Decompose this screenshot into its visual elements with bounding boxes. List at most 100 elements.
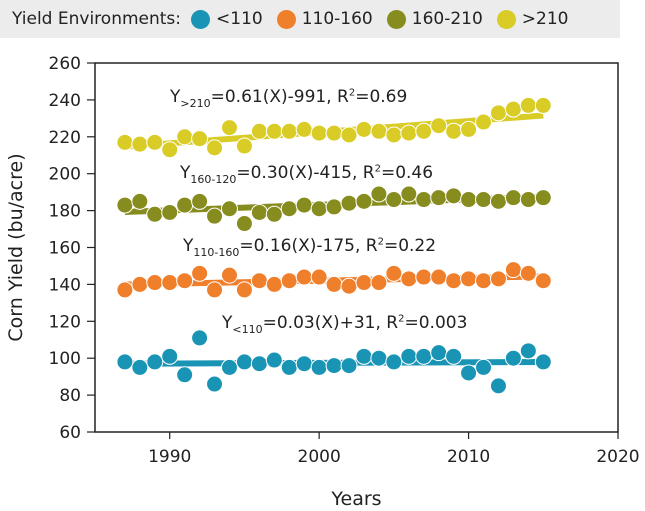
data-point-1 <box>475 272 493 290</box>
data-point-0 <box>250 355 268 373</box>
data-point-2 <box>504 189 522 207</box>
data-point-3 <box>460 120 478 138</box>
data-point-2 <box>519 191 537 209</box>
data-point-0 <box>265 351 283 369</box>
y-tick-label: 120 <box>49 312 81 332</box>
x-tick-label: 1990 <box>148 447 191 467</box>
data-point-3 <box>265 122 283 140</box>
data-point-1 <box>235 281 253 299</box>
data-point-3 <box>415 122 433 140</box>
data-point-3 <box>370 122 388 140</box>
data-point-2 <box>116 196 134 214</box>
x-axis-label: Years <box>330 488 381 510</box>
data-point-2 <box>295 196 313 214</box>
data-point-2 <box>400 185 418 203</box>
data-point-1 <box>460 270 478 288</box>
y-tick-label: 180 <box>49 202 81 222</box>
legend-swatch <box>496 9 516 29</box>
legend: Yield Environments: <110 110-160 160-210… <box>0 0 620 38</box>
data-point-0 <box>206 375 224 393</box>
y-tick-label: 160 <box>49 239 81 259</box>
data-point-1 <box>220 266 238 284</box>
data-point-1 <box>340 277 358 295</box>
data-point-3 <box>385 126 403 144</box>
y-tick-label: 80 <box>59 386 81 406</box>
data-point-3 <box>191 130 209 148</box>
equation-160-210: Y160-120=0.30(X)-415, R2=0.46 <box>180 163 434 186</box>
data-point-1 <box>191 264 209 282</box>
legend-item-110-160: 110-160 <box>276 9 373 29</box>
data-point-1 <box>131 275 149 293</box>
data-point-1 <box>206 281 224 299</box>
data-point-0 <box>400 347 418 365</box>
data-point-2 <box>460 191 478 209</box>
legend-swatch <box>276 9 296 29</box>
legend-item-lt110: <110 <box>191 9 263 29</box>
data-point-3 <box>355 120 373 138</box>
data-point-1 <box>355 274 373 292</box>
data-point-0 <box>325 357 343 375</box>
legend-label: <110 <box>216 9 263 29</box>
legend-swatch <box>191 9 211 29</box>
data-point-0 <box>534 353 552 371</box>
data-point-3 <box>161 141 179 159</box>
data-point-0 <box>235 353 253 371</box>
legend-label: 110-160 <box>301 9 373 29</box>
legend-item-160-210: 160-210 <box>386 9 483 29</box>
data-point-3 <box>176 128 194 146</box>
data-point-2 <box>415 191 433 209</box>
data-point-1 <box>265 275 283 293</box>
x-tick-label: 2020 <box>596 447 639 467</box>
data-point-2 <box>131 192 149 210</box>
data-point-0 <box>355 347 373 365</box>
data-point-1 <box>504 261 522 279</box>
y-tick-label: 60 <box>59 423 81 443</box>
data-point-1 <box>116 281 134 299</box>
data-point-1 <box>250 272 268 290</box>
data-point-0 <box>310 358 328 376</box>
data-point-1 <box>295 268 313 286</box>
equation-lt110: Y<110=0.03(X)+31, R2=0.003 <box>222 313 468 336</box>
data-point-3 <box>519 96 537 114</box>
data-point-0 <box>489 377 507 395</box>
data-point-2 <box>191 192 209 210</box>
legend-title: Yield Environments: <box>12 9 182 29</box>
data-point-2 <box>176 196 194 214</box>
data-point-0 <box>519 342 537 360</box>
data-point-3 <box>206 139 224 157</box>
data-point-1 <box>430 268 448 286</box>
data-point-1 <box>280 272 298 290</box>
data-point-0 <box>460 364 478 382</box>
legend-item-gt210: >210 <box>496 9 568 29</box>
data-point-3 <box>220 119 238 137</box>
data-point-0 <box>385 353 403 371</box>
x-tick-label: 2010 <box>447 447 490 467</box>
data-point-1 <box>370 274 388 292</box>
data-point-0 <box>116 353 134 371</box>
data-point-3 <box>400 124 418 142</box>
data-point-3 <box>235 137 253 155</box>
data-point-0 <box>220 358 238 376</box>
data-point-2 <box>430 189 448 207</box>
data-point-0 <box>295 355 313 373</box>
data-point-3 <box>146 133 164 151</box>
data-point-0 <box>370 349 388 367</box>
data-point-2 <box>325 198 343 216</box>
data-point-2 <box>310 200 328 218</box>
y-axis-label: Corn Yield (bu/acre) <box>5 153 27 341</box>
data-point-2 <box>445 187 463 205</box>
data-point-0 <box>280 358 298 376</box>
data-point-3 <box>445 122 463 140</box>
data-point-0 <box>415 347 433 365</box>
data-point-3 <box>325 124 343 142</box>
y-tick-label: 100 <box>49 349 81 369</box>
data-point-2 <box>235 215 253 233</box>
data-point-0 <box>146 353 164 371</box>
x-tick-label: 2000 <box>298 447 341 467</box>
data-point-1 <box>385 264 403 282</box>
data-point-1 <box>534 272 552 290</box>
data-point-3 <box>310 124 328 142</box>
data-point-3 <box>489 104 507 122</box>
data-point-0 <box>340 357 358 375</box>
